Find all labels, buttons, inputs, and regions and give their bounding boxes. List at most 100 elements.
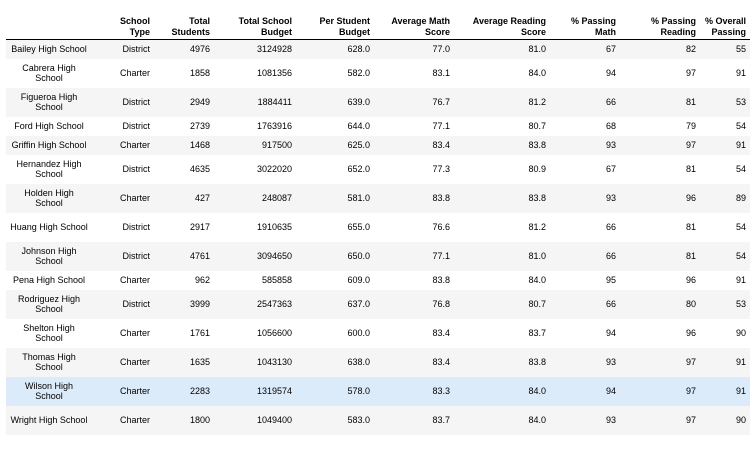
- table-row[interactable]: Griffin High School Charter 1468 917500 625.…: [6, 135, 750, 155]
- table-row[interactable]: Shelton High School Charter 1761 1056600 600…: [6, 318, 750, 348]
- table-row[interactable]: Pena High School Charter 962 585858 609.0 83.…: [6, 270, 750, 290]
- column-header-pct-overall-passing: % Overall Passing: [700, 14, 750, 40]
- cell-avg-reading: 81.0: [528, 44, 546, 54]
- cell-avg-reading: 81.0: [528, 250, 546, 261]
- cell-avg-math: 76.8: [432, 298, 450, 309]
- cell-total-budget: 3094650: [256, 250, 292, 261]
- cell-per-student-budget: 628.0: [347, 44, 370, 54]
- cell-pct-overall-passing: 91: [735, 67, 746, 78]
- cell-pct-passing-math: 66: [605, 96, 616, 107]
- row-label-school-name: Figueroa High School: [20, 91, 78, 113]
- table-row[interactable]: Hernandez High School District 4635 3022020…: [6, 154, 750, 184]
- cell-pct-passing-reading: 80: [685, 298, 696, 309]
- cell-school-type: Charter: [119, 67, 150, 78]
- row-label-school-name: Bailey High School: [11, 44, 87, 54]
- cell-pct-passing-reading: 79: [685, 120, 696, 131]
- table-body: Bailey High School District 4976 3124928 628…: [6, 39, 750, 435]
- cell-avg-math: 83.8: [432, 192, 450, 203]
- cell-total-students: 962: [194, 274, 210, 285]
- cell-total-budget: 917500: [261, 139, 292, 150]
- cell-total-students: 1635: [189, 356, 210, 367]
- cell-school-type: Charter: [119, 385, 150, 396]
- cell-pct-passing-reading: 82: [685, 44, 696, 54]
- cell-per-student-budget: 582.0: [347, 67, 370, 78]
- cell-avg-reading: 83.8: [528, 192, 546, 203]
- cell-avg-math: 83.7: [432, 414, 450, 425]
- table-header: School Type Total Students Total School Budge…: [6, 14, 750, 40]
- cell-pct-passing-math: 67: [605, 163, 616, 174]
- cell-total-budget: 3124928: [256, 44, 292, 54]
- column-header-school-type: School Type: [92, 14, 154, 40]
- cell-pct-passing-math: 94: [605, 385, 616, 396]
- table-row[interactable]: Huang High School District 2917 1910635 655.…: [6, 212, 750, 242]
- cell-total-budget: 1319574: [256, 385, 292, 396]
- cell-avg-reading: 83.8: [528, 356, 546, 367]
- cell-total-students: 2949: [189, 96, 210, 107]
- row-label-school-name: Huang High School: [10, 221, 88, 232]
- cell-pct-overall-passing: 53: [735, 298, 746, 309]
- cell-pct-passing-reading: 97: [685, 356, 696, 367]
- table-row[interactable]: Ford High School District 2739 1763916 644.0…: [6, 116, 750, 136]
- cell-per-student-budget: 581.0: [347, 192, 370, 203]
- table-row[interactable]: Bailey High School District 4976 3124928 628…: [6, 39, 750, 59]
- cell-total-budget: 1884411: [257, 96, 292, 107]
- cell-per-student-budget: 578.0: [347, 385, 370, 396]
- cell-total-students: 427: [194, 192, 210, 203]
- cell-avg-math: 76.7: [432, 96, 450, 107]
- cell-total-budget: 1763916: [256, 120, 292, 131]
- cell-school-type: Charter: [119, 274, 150, 285]
- table-row[interactable]: Figueroa High School District 2949 1884411 6…: [6, 87, 750, 117]
- table-row[interactable]: Wright High School Charter 1800 1049400 583.…: [6, 405, 750, 435]
- cell-school-type: District: [122, 120, 151, 131]
- cell-per-student-budget: 637.0: [347, 298, 370, 309]
- cell-total-budget: 1910635: [256, 221, 292, 232]
- cell-avg-reading: 81.2: [528, 96, 546, 107]
- cell-pct-overall-passing: 54: [735, 120, 746, 131]
- cell-pct-passing-math: 95: [605, 274, 616, 285]
- cell-total-budget: 3022020: [256, 163, 292, 174]
- cell-pct-passing-reading: 96: [685, 274, 696, 285]
- cell-pct-passing-math: 93: [605, 356, 616, 367]
- column-header-per-student-budget: Per Student Budget: [296, 14, 374, 40]
- cell-pct-passing-reading: 97: [685, 414, 696, 425]
- cell-avg-math: 76.6: [432, 221, 450, 232]
- cell-total-students: 1468: [189, 139, 210, 150]
- column-header-avg-reading: Average Reading Score: [454, 14, 550, 40]
- cell-total-budget: 585858: [261, 274, 292, 285]
- cell-school-type: District: [122, 163, 151, 174]
- column-header-pct-passing-math: % Passing Math: [550, 14, 620, 40]
- cell-total-students: 2739: [189, 120, 210, 131]
- cell-pct-overall-passing: 91: [735, 139, 746, 150]
- cell-pct-passing-math: 94: [605, 67, 616, 78]
- cell-avg-math: 77.3: [432, 163, 450, 174]
- cell-avg-reading: 80.9: [528, 163, 546, 174]
- cell-avg-reading: 80.7: [528, 298, 546, 309]
- table-row[interactable]: Cabrera High School Charter 1858 1081356 582…: [6, 58, 750, 88]
- table-row[interactable]: Thomas High School Charter 1635 1043130 638.…: [6, 347, 750, 377]
- table-row[interactable]: Rodriguez High School District 3999 2547363…: [6, 289, 750, 319]
- cell-pct-passing-math: 68: [605, 120, 616, 131]
- table-row[interactable]: Johnson High School District 4761 3094650 65…: [6, 241, 750, 271]
- cell-per-student-budget: 638.0: [347, 356, 370, 367]
- row-label-school-name: Shelton High School: [23, 322, 75, 344]
- cell-total-students: 4761: [189, 250, 210, 261]
- cell-pct-passing-math: 93: [605, 414, 616, 425]
- cell-pct-overall-passing: 91: [735, 385, 746, 396]
- cell-avg-reading: 83.8: [528, 139, 546, 150]
- cell-total-students: 1761: [189, 327, 210, 338]
- cell-pct-passing-math: 66: [605, 221, 616, 232]
- cell-pct-passing-reading: 96: [685, 327, 696, 338]
- table-row[interactable]: Wilson High School Charter 2283 1319574 578.…: [6, 376, 750, 406]
- row-label-school-name: Johnson High School: [21, 245, 77, 267]
- cell-school-type: Charter: [119, 327, 150, 338]
- row-label-school-name: Cabrera High School: [22, 62, 76, 84]
- cell-pct-overall-passing: 91: [735, 356, 746, 367]
- row-label-school-name: Wright High School: [10, 414, 88, 425]
- row-label-school-name: Ford High School: [14, 120, 84, 131]
- cell-pct-passing-math: 67: [605, 44, 616, 54]
- cell-total-students: 2283: [189, 385, 210, 396]
- cell-per-student-budget: 650.0: [347, 250, 370, 261]
- cell-avg-math: 83.4: [432, 327, 450, 338]
- cell-per-student-budget: 644.0: [347, 120, 370, 131]
- table-row[interactable]: Holden High School Charter 427 248087 581.0 8…: [6, 183, 750, 213]
